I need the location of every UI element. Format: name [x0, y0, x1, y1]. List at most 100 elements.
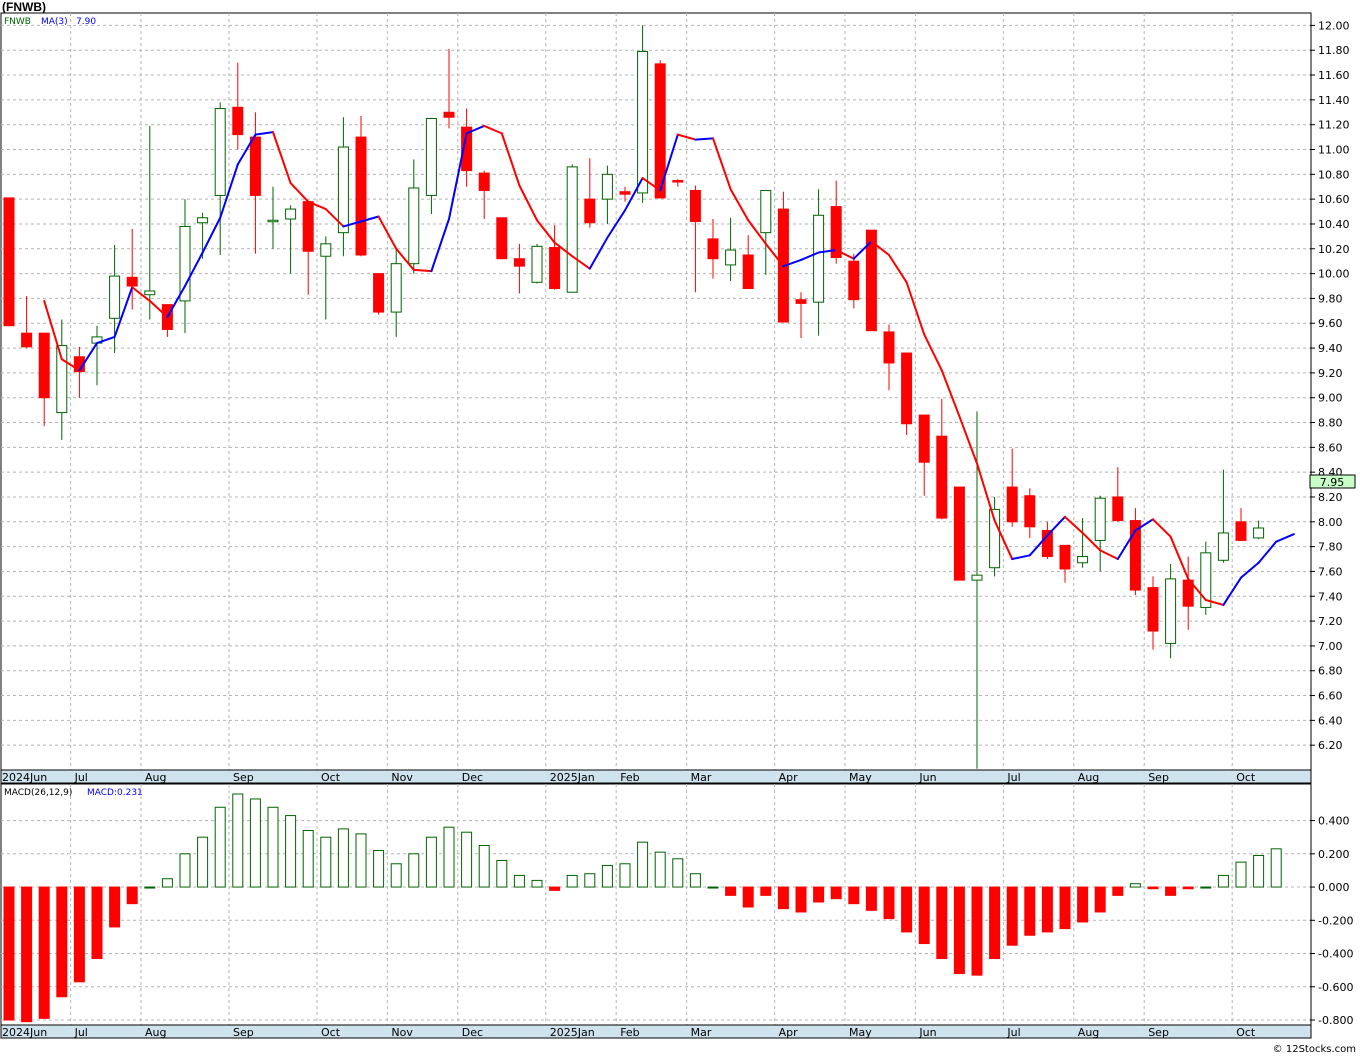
ma3-segment	[1169, 535, 1190, 580]
ma3-segment	[976, 462, 996, 522]
macd-y-tick-label: 0.000	[1318, 881, 1350, 894]
ma3-segment	[430, 218, 450, 273]
macd-histogram	[3, 793, 1282, 1023]
ma3-segment	[1240, 561, 1260, 579]
macd-bar	[953, 886, 965, 974]
x-axis-month-label: Feb	[620, 1026, 639, 1039]
candle-body	[337, 146, 349, 234]
ma3-segment	[219, 163, 239, 219]
last-price-tag	[1309, 474, 1356, 489]
macd-bar	[689, 873, 701, 888]
macd-y-tick-label: -0.600	[1318, 981, 1353, 994]
ma3-segment	[184, 251, 204, 288]
macd-bar	[337, 828, 349, 888]
ma3-segment	[624, 177, 644, 212]
macd-bar	[601, 864, 613, 888]
ma3-segment	[1116, 529, 1137, 561]
candle-body	[1094, 497, 1106, 541]
price-y-tick-label: 7.00	[1318, 640, 1343, 653]
ma3-segment	[1064, 515, 1084, 534]
macd-bar	[144, 886, 156, 889]
candle-body	[1041, 529, 1053, 558]
candle-body	[355, 136, 367, 256]
ma3-segment	[166, 285, 186, 319]
ma3-segment	[800, 251, 820, 261]
ma3-segment	[676, 133, 697, 141]
candle-body	[285, 208, 297, 220]
x-axis-month-label: 2025Jan	[550, 771, 595, 784]
macd-bar	[549, 886, 561, 891]
candle-body	[707, 238, 719, 260]
x-axis-month-label: Oct	[1236, 771, 1256, 784]
macd-x-axis-labels: 2024Jun Jul Aug Sep Oct Nov Dec 2025Jan Feb Mar Ap…	[2, 1026, 1256, 1039]
macd-bar	[21, 886, 33, 1023]
candle-body	[513, 258, 525, 267]
ma3-segment	[148, 299, 169, 319]
ma3-segment	[641, 177, 662, 192]
ma3-segment	[958, 415, 978, 465]
candle-body	[478, 172, 490, 191]
x-axis-month-label: Oct	[321, 771, 341, 784]
price-y-tick-label: 11.20	[1318, 119, 1350, 132]
candle-body	[56, 345, 68, 414]
macd-y-axis: 0.400 0.200 0.000 -0.200 -0.400 -0.600 -0.800	[1310, 815, 1353, 1027]
ma3-segment	[993, 519, 1014, 561]
x-axis-month-label: Aug	[145, 771, 166, 784]
ma3-segment	[78, 342, 98, 372]
candle-body	[936, 435, 948, 519]
ma3-segment	[782, 258, 802, 268]
ma3-segment	[1028, 534, 1049, 557]
macd-bar	[1041, 886, 1053, 933]
ma3-segment	[1257, 540, 1278, 564]
macd-bar	[566, 874, 578, 888]
ma3-segment	[201, 216, 222, 254]
macd-bar	[1024, 886, 1036, 936]
candle-body	[848, 260, 860, 301]
price-y-tick-label: 8.60	[1318, 441, 1343, 454]
macd-bar	[619, 863, 631, 888]
candle-body	[654, 63, 666, 199]
price-y-tick-label: 9.60	[1318, 317, 1343, 330]
macd-y-tick-label: -0.200	[1318, 914, 1353, 927]
price-y-tick-label: 11.00	[1318, 144, 1350, 157]
macd-bar	[1006, 886, 1018, 946]
candle-body	[1165, 578, 1177, 644]
ma3-segment	[60, 358, 81, 372]
macd-bar	[56, 886, 68, 998]
macd-bar	[1182, 886, 1194, 890]
candle-body	[689, 189, 701, 222]
ma3-segment	[324, 208, 345, 228]
macd-y-tick-label: -0.800	[1318, 1014, 1353, 1027]
candle-body	[619, 191, 631, 195]
macd-legend-params: MACD(26,12,9)	[4, 788, 72, 798]
ma3-segment	[852, 240, 873, 260]
candle-body	[1059, 544, 1071, 570]
last-price-label: 7.95	[1320, 476, 1345, 489]
macd-bar	[302, 830, 314, 888]
price-y-tick-label: 6.40	[1318, 714, 1343, 727]
ma3-line	[43, 124, 1295, 606]
candle-body	[1006, 486, 1018, 523]
macd-bar	[478, 844, 490, 888]
candle-body	[901, 352, 913, 425]
macd-y-tick-label: 0.400	[1318, 815, 1350, 828]
macd-bar	[38, 886, 50, 1019]
macd-bar	[707, 886, 719, 889]
ma3-segment	[500, 132, 521, 187]
x-axis-month-label: Aug	[1078, 1026, 1099, 1039]
ma3-segment	[377, 215, 398, 250]
candle-body	[425, 117, 437, 196]
x-axis-month-label: Apr	[779, 771, 799, 784]
x-axis-month-label: Dec	[462, 771, 483, 784]
macd-bar	[654, 851, 666, 888]
macd-bar	[936, 886, 948, 960]
candle-body	[1200, 552, 1212, 608]
ma3-segment	[888, 253, 908, 284]
macd-bar	[249, 798, 261, 888]
ma3-segment	[518, 184, 538, 222]
x-axis-month-label: Jul	[74, 771, 88, 784]
price-vertical-grid	[70, 13, 1233, 770]
macd-bar	[830, 886, 842, 900]
candle-body	[408, 187, 420, 265]
x-axis-month-label: Aug	[1078, 771, 1099, 784]
